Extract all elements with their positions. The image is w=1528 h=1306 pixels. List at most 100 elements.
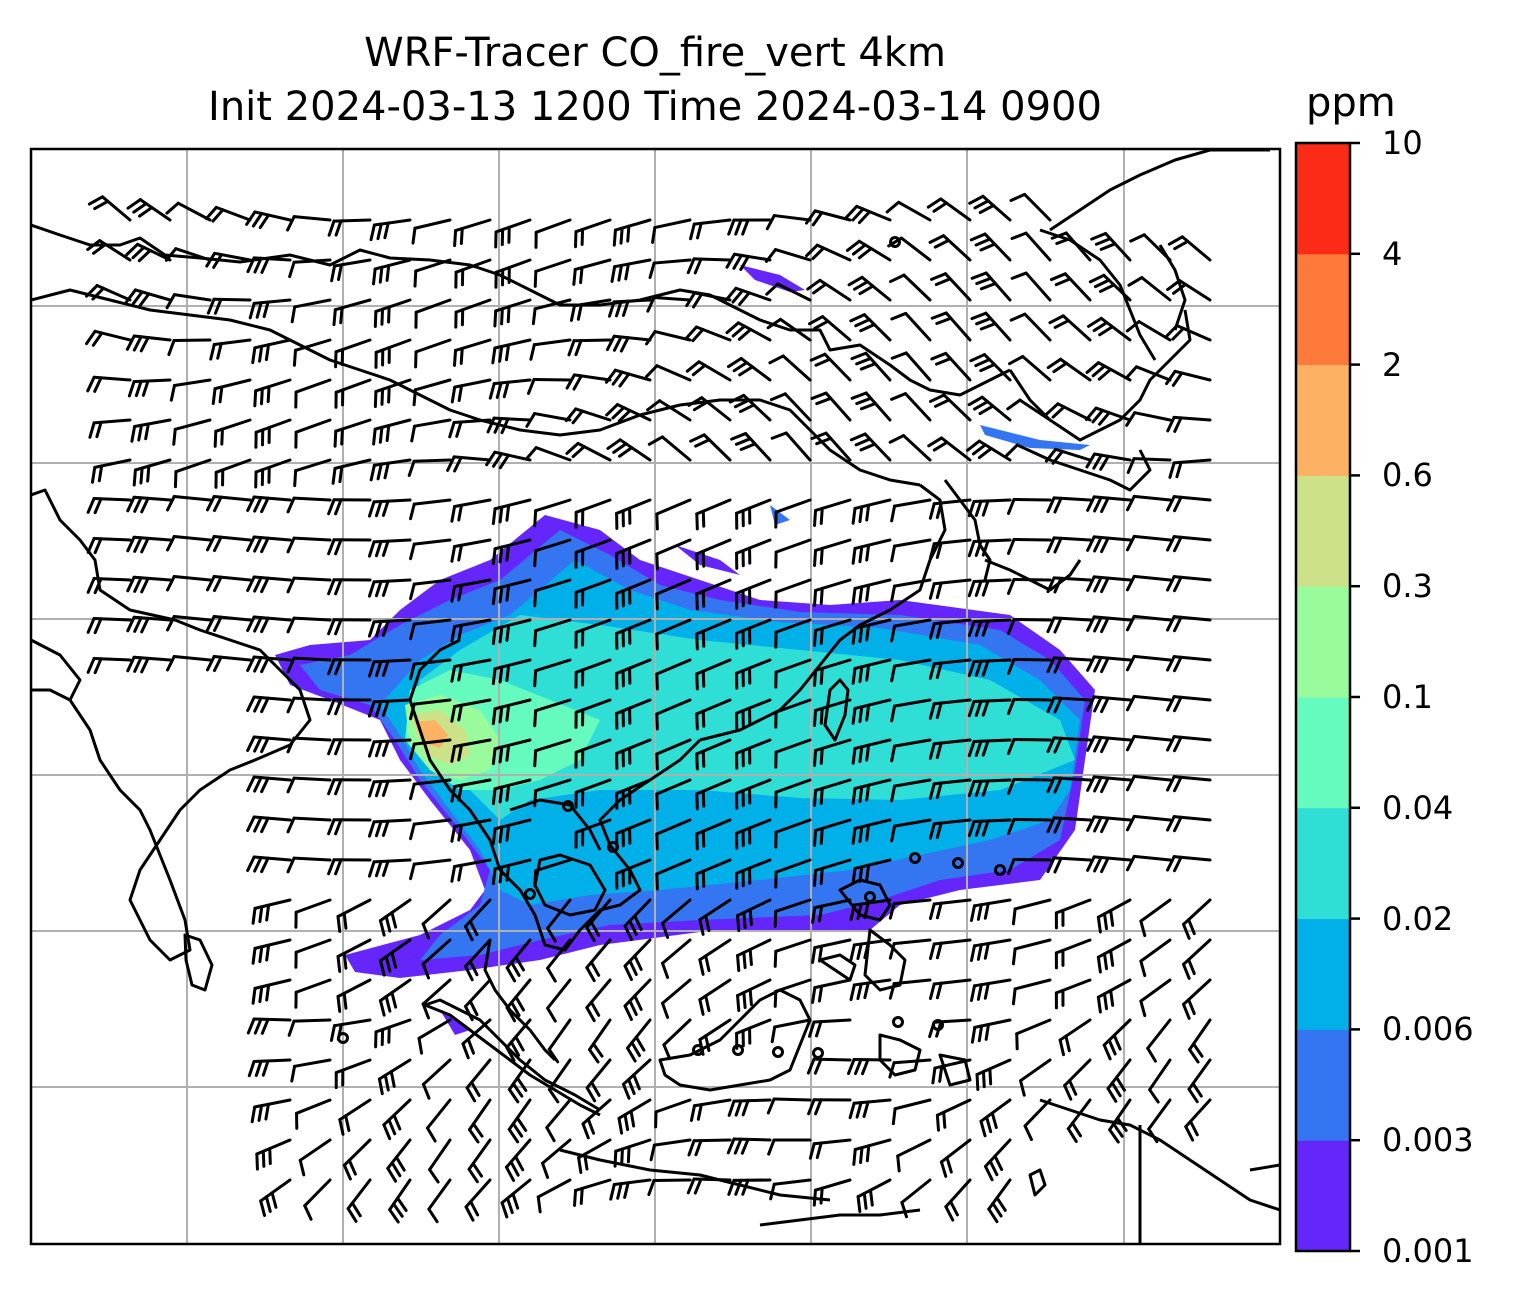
wind-barb-flag [459, 346, 464, 365]
wind-barb-flag [505, 783, 511, 802]
wind-barb-flag [1010, 231, 1028, 241]
wind-barb-flag [811, 211, 824, 227]
wind-barb-flag [741, 1178, 750, 1196]
wind-barb-flag [87, 195, 104, 206]
wind-barb-flag [407, 459, 416, 478]
wind-barb-flag [684, 325, 698, 340]
wind-barb-flag [1053, 496, 1063, 514]
wind-barb-flag [967, 819, 976, 838]
wind-barb-flag [165, 293, 176, 310]
wind-barb-flag [1091, 408, 1105, 424]
wind-barb-flag [339, 306, 344, 325]
wind-barb-flag [1053, 576, 1063, 594]
wind-barb-flag [1165, 369, 1177, 386]
wind-barb-flag [808, 1142, 816, 1160]
wind-barb-flag [855, 1101, 863, 1119]
wind-barb [893, 658, 932, 668]
wind-barb-flag [86, 577, 96, 594]
wind-barb-flag [394, 1155, 406, 1172]
wind-barb [292, 576, 332, 582]
wind-barb [532, 338, 572, 347]
wind-barb-flag [466, 1037, 476, 1055]
wind-barb-flag [515, 1076, 528, 1092]
wind-barb-flag [928, 702, 936, 720]
wind-barb-flag [260, 616, 270, 634]
wind-barb-flag [571, 409, 584, 425]
wind-barb-flag [859, 442, 877, 452]
wind-barb-flag [981, 539, 990, 557]
wind-barb-flag [685, 360, 701, 373]
wind-barb-flag [133, 616, 143, 633]
wind-barb-flag [488, 382, 496, 400]
wind-barb-flag [765, 214, 776, 231]
wind-barb-flag [851, 626, 857, 645]
wind-barb-flag [1053, 736, 1063, 754]
wind-barb [1132, 734, 1172, 742]
wind-barb [1139, 978, 1172, 1003]
wind-barb [421, 938, 452, 966]
wind-barb [294, 378, 332, 394]
wind-barb [412, 618, 452, 626]
wind-barb-flag [212, 575, 223, 593]
wind-barb-flag [498, 825, 504, 844]
wind-barb-flag [813, 868, 818, 887]
wind-barb-flag [409, 662, 416, 681]
wind-barb [534, 498, 572, 513]
wind-barb-flag [1046, 856, 1056, 874]
wind-barb-flag [218, 385, 224, 404]
wind-barb-flag [701, 789, 706, 808]
colorbar-tick-label: 0.02 [1382, 899, 1454, 938]
wind-barb-flag [506, 305, 511, 324]
wind-barb-flag [421, 1082, 431, 1100]
wind-barb-flag [770, 431, 788, 440]
wind-barb-flag [465, 1086, 477, 1103]
wind-barb-flag [646, 399, 662, 412]
wind-barb [412, 818, 452, 826]
wind-barb-flag [890, 624, 897, 643]
wind-barb-flag [342, 991, 348, 1010]
wind-barb-flag [138, 292, 151, 308]
wind-barb-flag [374, 499, 383, 518]
wind-barb-flag [1092, 321, 1109, 333]
wind-barb-flag [1184, 1125, 1195, 1142]
wind-barb-flag [807, 315, 825, 326]
wind-barb-flag [1046, 656, 1056, 674]
wind-barb [658, 399, 692, 422]
wind-barb-flag [692, 292, 704, 309]
wind-barb [292, 536, 332, 542]
wind-barb-flag [86, 537, 96, 554]
wind-barb-flag [378, 265, 384, 284]
wind-barb [784, 431, 812, 462]
wind-barb-flag [648, 261, 656, 279]
wind-barb-flag [1099, 242, 1117, 251]
wind-barb-flag [450, 504, 457, 523]
wind-barb-flag [888, 1061, 896, 1079]
wind-barb-flag [727, 1099, 736, 1117]
wind-barb [774, 938, 812, 953]
wind-barb-flag [689, 222, 696, 241]
wind-barb [421, 898, 452, 926]
wind-barb-flag [500, 1201, 509, 1219]
wind-barb-flag [92, 242, 108, 255]
wind-barb-flag [851, 826, 857, 845]
wind-barb-flag [448, 420, 456, 439]
wind-barb [774, 578, 812, 594]
wind-barb-flag [813, 668, 818, 687]
wind-barb-flag [701, 549, 706, 568]
wind-barb-flag [1052, 361, 1068, 374]
wind-barb-flag [166, 615, 176, 632]
wind-barb-flag [259, 387, 264, 406]
wind-barb [774, 778, 812, 794]
wind-barb-flag [1166, 415, 1176, 433]
wind-barb-flag [865, 663, 871, 682]
wind-barb [294, 418, 332, 434]
wind-barb-flag [266, 385, 271, 404]
wind-barb-flag [591, 1042, 604, 1058]
wind-barb-flag [374, 579, 383, 598]
wind-barb-flag [211, 387, 217, 406]
wind-barb-flag [270, 1191, 278, 1209]
wind-barb-flag [498, 453, 511, 470]
wind-barb-flag [93, 199, 110, 211]
wind-barb-flag [327, 818, 336, 836]
wind-barb-flag [457, 863, 463, 882]
